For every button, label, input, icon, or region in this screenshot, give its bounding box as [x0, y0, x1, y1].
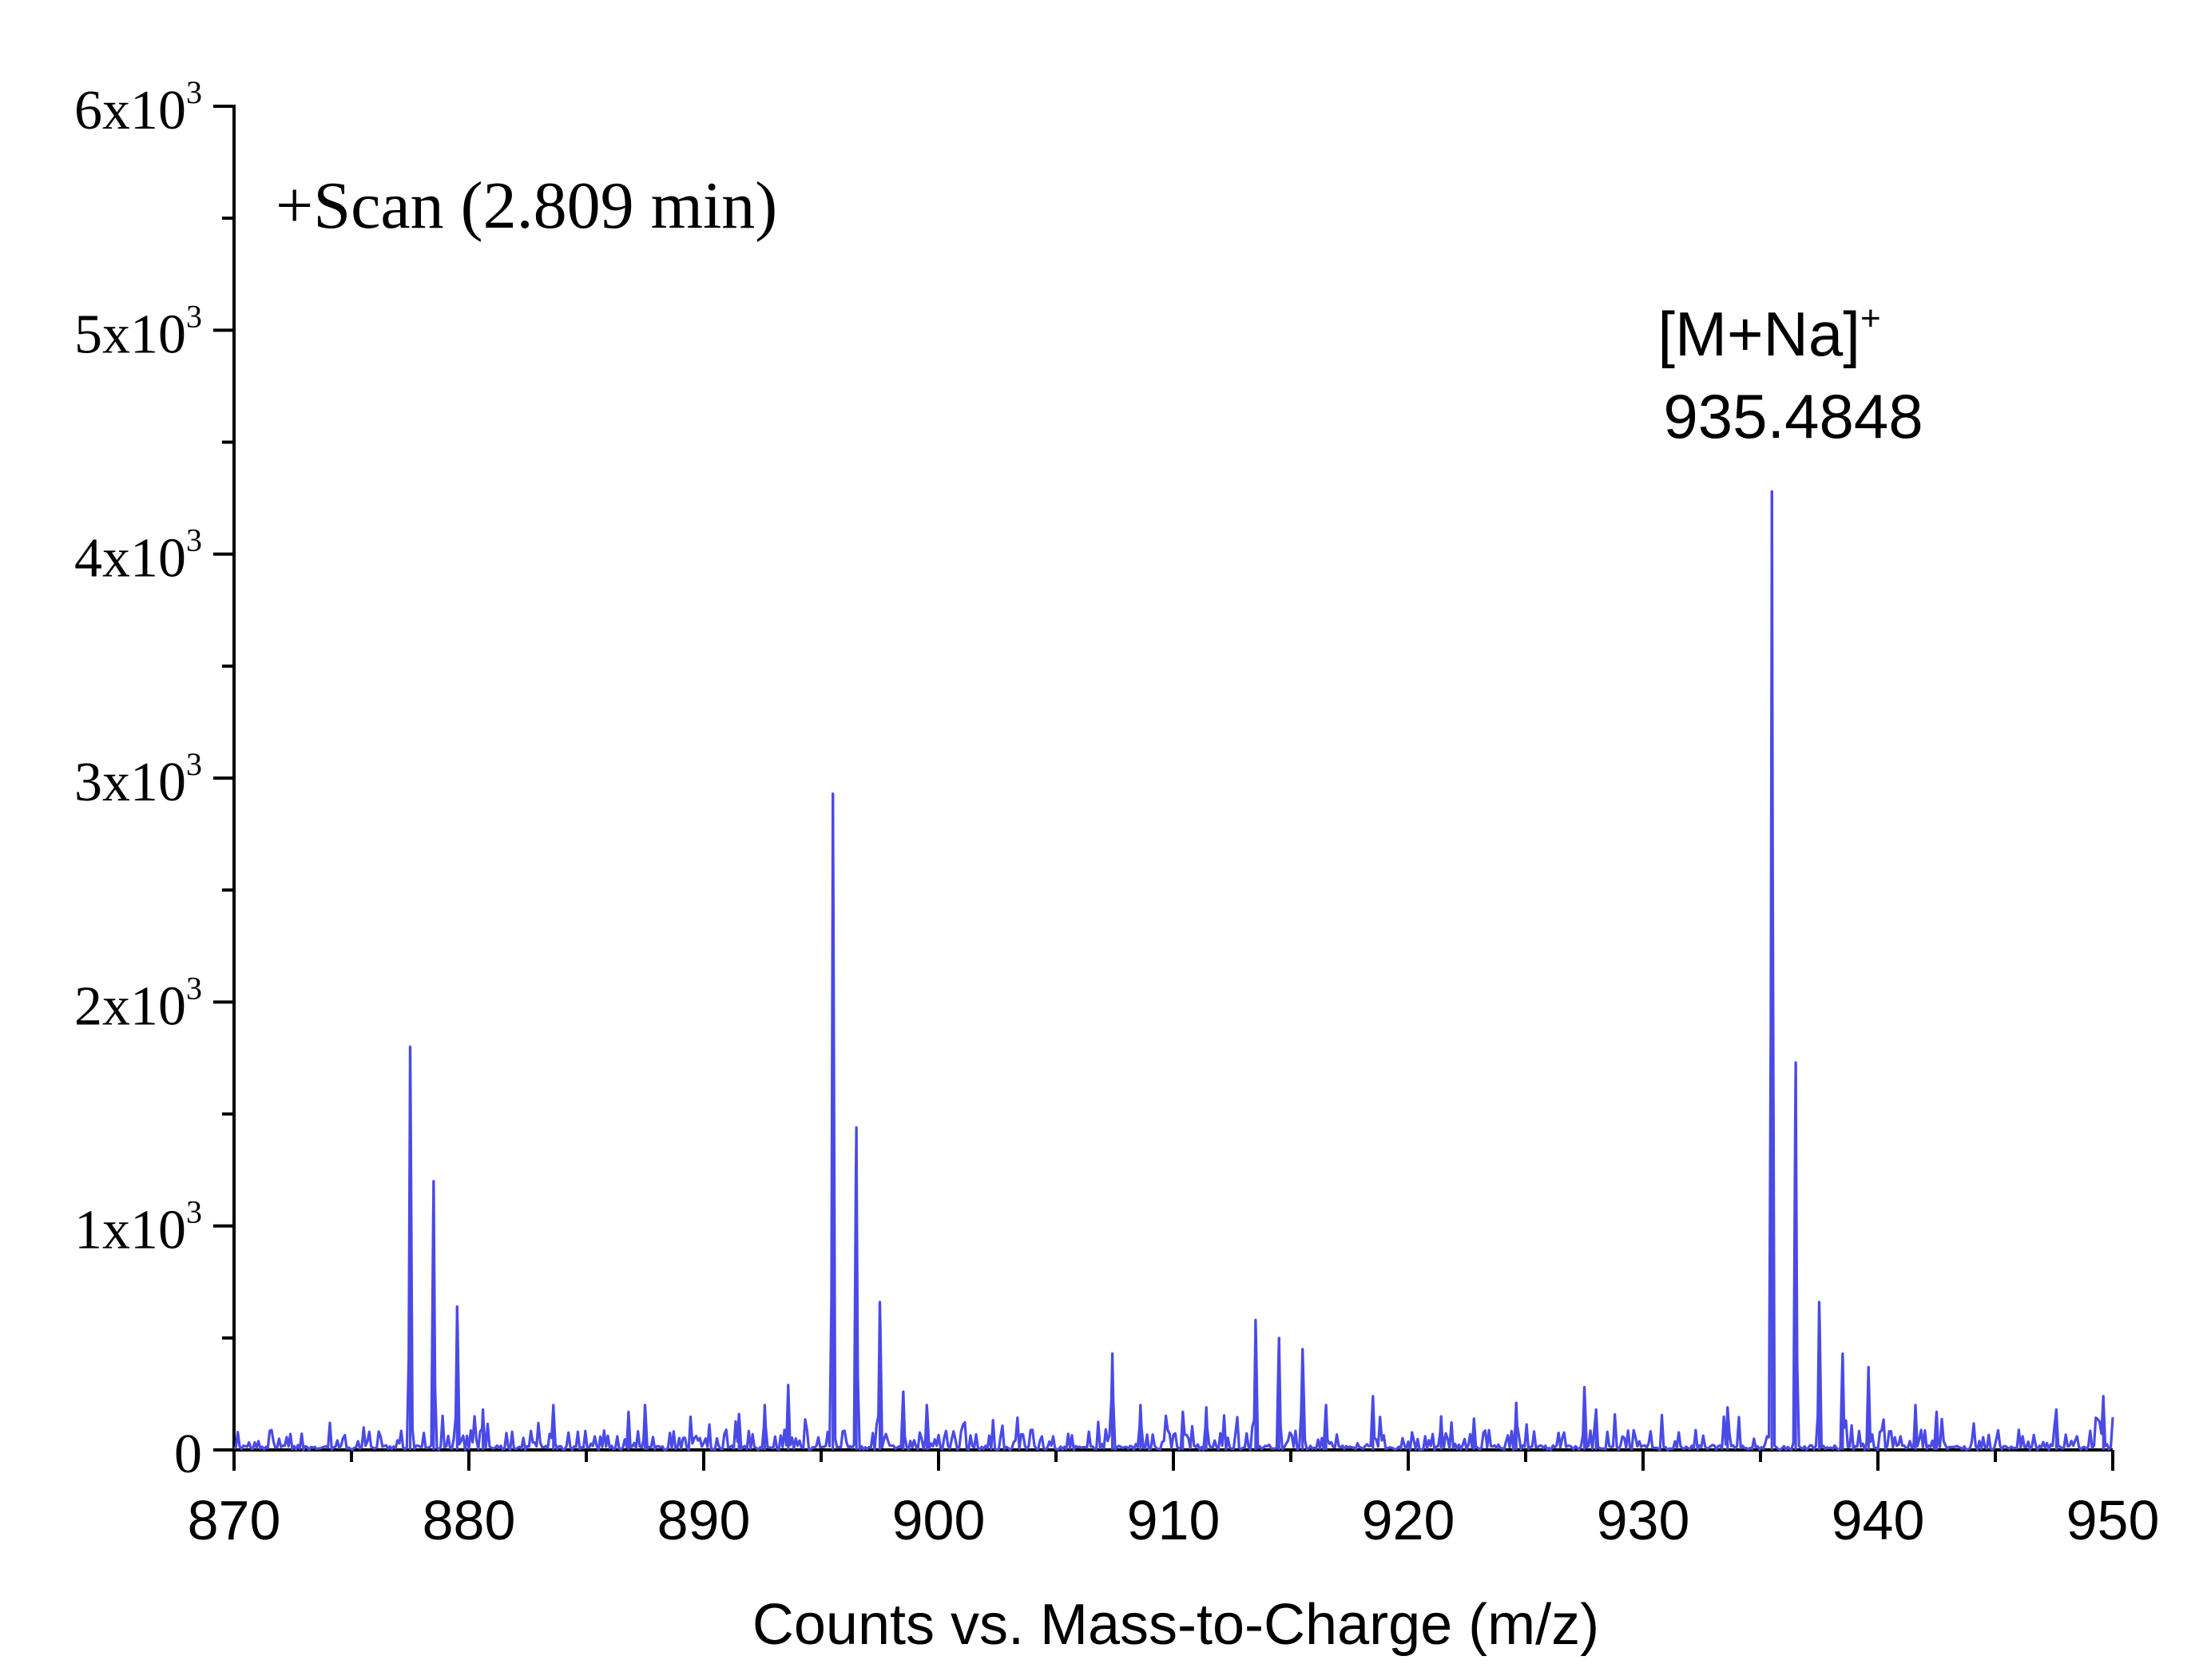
x-tick-label: 910 — [1127, 1489, 1221, 1551]
x-tick-label: 920 — [1362, 1489, 1455, 1551]
x-tick-label: 880 — [423, 1489, 516, 1551]
x-tick-label: 870 — [188, 1489, 281, 1551]
x-tick-label: 930 — [1597, 1489, 1690, 1551]
y-tick-label: 5x103 — [74, 298, 202, 365]
x-tick-label: 940 — [1832, 1489, 1925, 1551]
y-tick-label: 6x103 — [74, 74, 202, 141]
peak-annotation: [M+Na]+ 935.4848 — [1657, 299, 1923, 451]
ticks: 870 880 890 900 910 920 930 940 950 0 1x103 2x103 3x… — [74, 74, 2159, 1551]
y-tick-label: 3x103 — [74, 746, 202, 813]
x-tick-label: 900 — [892, 1489, 986, 1551]
scan-title: +Scan (2.809 min) — [276, 169, 777, 243]
spectrum-line — [232, 490, 2114, 1452]
x-tick-label: 950 — [2066, 1489, 2160, 1551]
annotation-superscript: + — [1860, 299, 1881, 338]
y-tick-label: 4x103 — [74, 522, 202, 590]
x-tick-label: 890 — [657, 1489, 751, 1551]
y-tick-label: 0 — [174, 1424, 202, 1485]
annotation-value: 935.4848 — [1663, 381, 1923, 451]
x-axis-label: Counts vs. Mass-to-Charge (m/z) — [752, 1593, 1599, 1657]
y-tick-label: 2x103 — [74, 970, 202, 1037]
annotation-label: [M+Na]+ — [1657, 299, 1880, 369]
y-tick-label: 1x103 — [74, 1194, 202, 1261]
spectrum — [232, 490, 2114, 1452]
